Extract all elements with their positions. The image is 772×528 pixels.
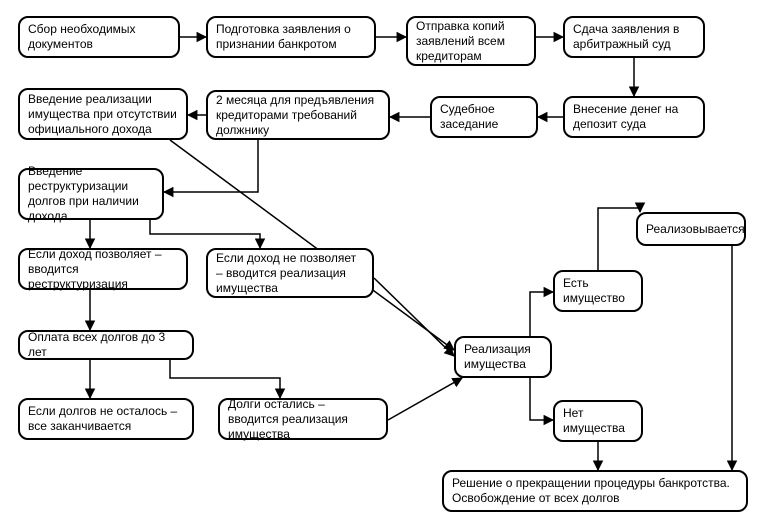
flowchart-node: 2 месяца для предъявления кредиторами тр…: [206, 90, 390, 140]
flowchart-node: Есть имущество: [553, 270, 643, 312]
flowchart-node: Решение о прекращении процедуры банкротс…: [442, 470, 748, 512]
flowchart-edge: [530, 292, 553, 336]
flowchart-node: Введение реализации имущества при отсутс…: [18, 88, 188, 140]
flowchart-edge: [164, 140, 258, 192]
flowchart-node: Внесение денег на депозит суда: [563, 96, 705, 138]
flowchart-edge: [170, 360, 280, 398]
flowchart-node: Реализация имущества: [454, 336, 552, 378]
flowchart-node: Нет имущества: [553, 400, 643, 442]
flowchart-edge: [530, 378, 553, 420]
flowchart-edge: [374, 278, 454, 356]
flowchart-node: Судебное заседание: [430, 96, 538, 138]
flowchart-node: Введение реструктуризации долгов при нал…: [18, 168, 164, 220]
flowchart-node: Реализовывается: [636, 212, 746, 246]
flowchart-node: Подготовка заявления о признании банкрот…: [206, 16, 376, 58]
flowchart-node: Долги остались – вводится реализация иму…: [218, 398, 388, 440]
flowchart-edge: [598, 208, 640, 270]
flowchart-node: Отправка копий заявлений всем кредиторам: [406, 16, 536, 66]
flowchart-node: Если доход позволяет – вводится реструкт…: [18, 248, 188, 290]
flowchart-node: Сбор необходимых документов: [18, 16, 180, 58]
flowchart-node: Если доход не позволяет – вводится реали…: [206, 248, 374, 298]
flowchart-edge: [170, 140, 454, 350]
flowchart-node: Оплата всех долгов до 3 лет: [18, 330, 194, 360]
flowchart-edge: [388, 378, 462, 420]
flowchart-node: Сдача заявления в арбитражный суд: [563, 16, 705, 58]
flowchart-node: Если долгов не осталось – все заканчивае…: [18, 398, 194, 440]
flowchart-canvas: Сбор необходимых документов Подготовка за…: [0, 0, 772, 528]
flowchart-edge: [150, 220, 260, 248]
